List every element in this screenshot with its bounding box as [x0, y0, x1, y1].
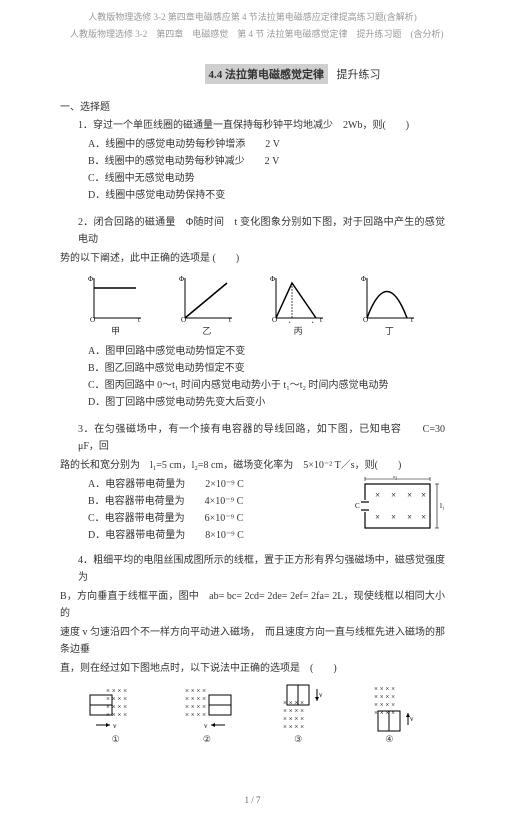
svg-text:C: C	[355, 502, 360, 510]
graph-yi: Φ t O	[177, 273, 237, 323]
svg-text:O: O	[363, 316, 368, 323]
header-sub: 人教版物理选修 3-2 第四章 电磁感觉 第 4 节 法拉第电磁感觉定律 提升练…	[60, 27, 445, 40]
svg-text:× × × ×: × × × ×	[185, 711, 206, 719]
section-head: 一、选择题	[60, 98, 445, 113]
q4-stem3: 速度 v 匀速沿四个不一样方向平动进入磁场， 而且速度方向一直与线框先进入磁场的…	[60, 624, 445, 658]
svg-text:× × × ×: × × × ×	[106, 703, 127, 711]
svg-text:× × × ×: × × × ×	[374, 685, 395, 693]
svg-text:t: t	[411, 316, 413, 323]
q3-stem2: 路的长和宽分别为 l₁=5 cm，l₂=8 cm，磁场变化率为 5×10⁻² T…	[60, 457, 445, 474]
svg-text:× × × ×: × × × ×	[106, 687, 127, 695]
svg-text:O: O	[90, 316, 95, 323]
q4-label-2: ②	[179, 734, 234, 745]
header-top: 人教版物理选修 3-2 第四章电磁感应第 4 节法拉第电磁感应定律提高练习题(含…	[60, 10, 445, 23]
label-yi: 乙	[177, 324, 237, 337]
svg-text:× × × ×: × × × ×	[185, 687, 206, 695]
svg-text:×: ×	[375, 512, 380, 522]
q4-diagram-3: × × × × × × × × × × × × × × × × v	[271, 683, 326, 733]
page-footer: 1 / 7	[60, 795, 445, 805]
q1-stem: 1．穿过一个单匝线圈的磁通量一直保持每秒钟平均地减少 2Wb，则( )	[78, 117, 445, 134]
q4-stem1: 4．粗细平均的电阻丝围成图所示的线框，置于正方形有界匀强磁场中，磁感觉强度为	[78, 552, 445, 586]
q4-diagram-4: × × × × × × × × × × × × × × × × v	[362, 683, 417, 733]
svg-text:v: v	[410, 715, 414, 723]
label-jia: 甲	[86, 324, 146, 337]
q2-optB: B．图乙回路中感觉电动势恒定不变	[88, 360, 445, 377]
svg-text:t: t	[229, 316, 231, 323]
q2-graph-row: Φ t O 甲 Φ t O 乙 Φ	[70, 273, 435, 337]
q3-circuit: × × × × × × × × l₂ l₁ C	[355, 476, 445, 539]
svg-text:× × × ×: × × × ×	[185, 703, 206, 711]
q4-stem4: 直，则在经过如下图地点时，以下说法中正确的选项是 ( )	[60, 660, 445, 677]
svg-text:O: O	[272, 316, 277, 323]
q3-stem1: 3．在匀强磁场中，有一个接有电容器的导线回路，如下图，已知电容 C=30 μF，…	[78, 424, 445, 452]
label-bing: 丙	[268, 324, 328, 337]
q1-optD: D．线圈中感觉电动势保持不变	[88, 187, 445, 204]
svg-text:t: t	[320, 316, 322, 323]
svg-text:Φ: Φ	[361, 275, 366, 283]
svg-text:O: O	[181, 316, 186, 323]
svg-text:×: ×	[375, 490, 380, 500]
svg-text:l₂: l₂	[393, 476, 398, 480]
svg-text:×: ×	[407, 490, 412, 500]
svg-text:× × × ×: × × × ×	[374, 709, 395, 717]
svg-text:Φ: Φ	[88, 275, 93, 283]
svg-text:×: ×	[421, 490, 426, 500]
svg-text:v: v	[204, 722, 208, 730]
q4-label-3: ③	[271, 734, 326, 745]
svg-text:Φ: Φ	[270, 275, 275, 283]
q2-stem2: 势的以下阐述，此中正确的选项是 ( )	[60, 250, 445, 267]
svg-text:× × × ×: × × × ×	[185, 695, 206, 703]
svg-text:×: ×	[421, 512, 426, 522]
svg-text:×: ×	[391, 490, 396, 500]
svg-text:× × × ×: × × × ×	[106, 695, 127, 703]
svg-text:×: ×	[407, 512, 412, 522]
svg-text:v: v	[319, 691, 323, 699]
q1-optA: A．线圈中的感觉电动势每秒钟增添 2 V	[88, 136, 445, 153]
svg-text:× × × ×: × × × ×	[283, 715, 304, 723]
svg-text:× × × ×: × × × ×	[374, 693, 395, 701]
svg-text:× × × ×: × × × ×	[283, 723, 304, 731]
q2-optD: D．图丁回路中感觉电动势先变大后变小	[88, 394, 445, 411]
q2-optA: A．图甲回路中感觉电动势恒定不变	[88, 343, 445, 360]
svg-text:t₂: t₂	[312, 321, 316, 323]
q2-stem1: 2．闭合回路的磁通量 Φ随时间 t 变化图象分别如下图，对于回路中产生的感觉电动	[78, 214, 445, 248]
graph-ding: Φ t O	[359, 273, 419, 323]
q4-graph-row: × × × × × × × × × × × × × × × × v ① × × …	[70, 683, 435, 745]
graph-bing: Φ t O t₁ t₂	[268, 273, 328, 323]
svg-text:× × × ×: × × × ×	[283, 699, 304, 707]
graph-jia: Φ t O	[86, 273, 146, 323]
svg-text:t₁: t₁	[289, 321, 293, 323]
q3-block: 3．在匀强磁场中，有一个接有电容器的导线回路，如下图，已知电容 C=30 μF，…	[78, 421, 445, 455]
svg-text:v: v	[113, 722, 117, 730]
title-line: 4.4 法拉第电磁感觉定律 提升练习	[60, 64, 445, 84]
svg-text:× × × ×: × × × ×	[374, 701, 395, 709]
q4-stem2: B，方向垂直于线框平面，图中 ab= bc= 2cd= 2de= 2ef= 2f…	[60, 588, 445, 622]
q4-diagram-1: × × × × × × × × × × × × × × × × v	[88, 683, 143, 733]
q1-optB: B．线圈中的感觉电动势每秒钟减少 2 V	[88, 153, 445, 170]
svg-text:Φ: Φ	[179, 275, 184, 283]
q4-label-1: ①	[88, 734, 143, 745]
label-ding: 丁	[359, 324, 419, 337]
q1-optC: C．线圈中无感觉电动势	[88, 170, 445, 187]
q4-label-4: ④	[362, 734, 417, 745]
svg-text:l₁: l₁	[440, 502, 444, 510]
svg-text:×: ×	[391, 512, 396, 522]
q2-optC: C．图丙回路中 0～t₁ 时间内感觉电动势小于 t₁～t₂ 时间内感觉电动势	[88, 377, 445, 394]
title-bar: 4.4 法拉第电磁感觉定律	[205, 64, 329, 84]
q4-diagram-2: × × × × × × × × × × × × × × × × v	[179, 683, 234, 733]
title-tail: 提升练习	[337, 69, 381, 81]
svg-text:t: t	[138, 316, 140, 323]
